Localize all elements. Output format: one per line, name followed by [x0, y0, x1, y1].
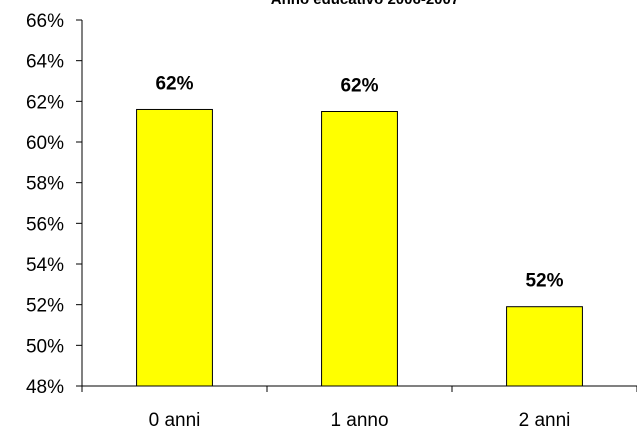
y-tick-label: 62%: [26, 92, 64, 113]
y-tick-label: 52%: [26, 296, 64, 317]
y-tick-label: 50%: [26, 336, 64, 357]
y-axis: 48% 50% 52% 54% 56% 58% 60% 62% 64% 66%: [26, 11, 83, 398]
y-tick-label: 54%: [26, 255, 64, 276]
y-tick-label: 66%: [26, 11, 64, 32]
y-tick-label: 56%: [26, 214, 64, 235]
bar-2: [506, 306, 583, 387]
category-label-0: 0 anni: [149, 410, 201, 431]
x-axis: 0 anni 1 anno 2 anni: [81, 385, 637, 431]
data-label-0: 62%: [155, 73, 193, 94]
data-label-1: 62%: [340, 76, 378, 97]
y-tick-label: 60%: [26, 133, 64, 154]
y-tick-label: 48%: [26, 377, 64, 398]
y-tick-label: 58%: [26, 174, 64, 195]
data-labels: 62% 62% 52%: [155, 73, 563, 291]
bar-series: [136, 108, 583, 387]
category-label-2: 2 anni: [519, 410, 571, 431]
data-label-2: 52%: [525, 271, 563, 292]
bar-0: [136, 108, 213, 387]
bar-1: [321, 111, 398, 387]
chart-title: Anno educativo 2006-2007: [271, 0, 459, 8]
category-label-1: 1 anno: [330, 410, 388, 431]
y-tick-label: 64%: [26, 52, 64, 73]
